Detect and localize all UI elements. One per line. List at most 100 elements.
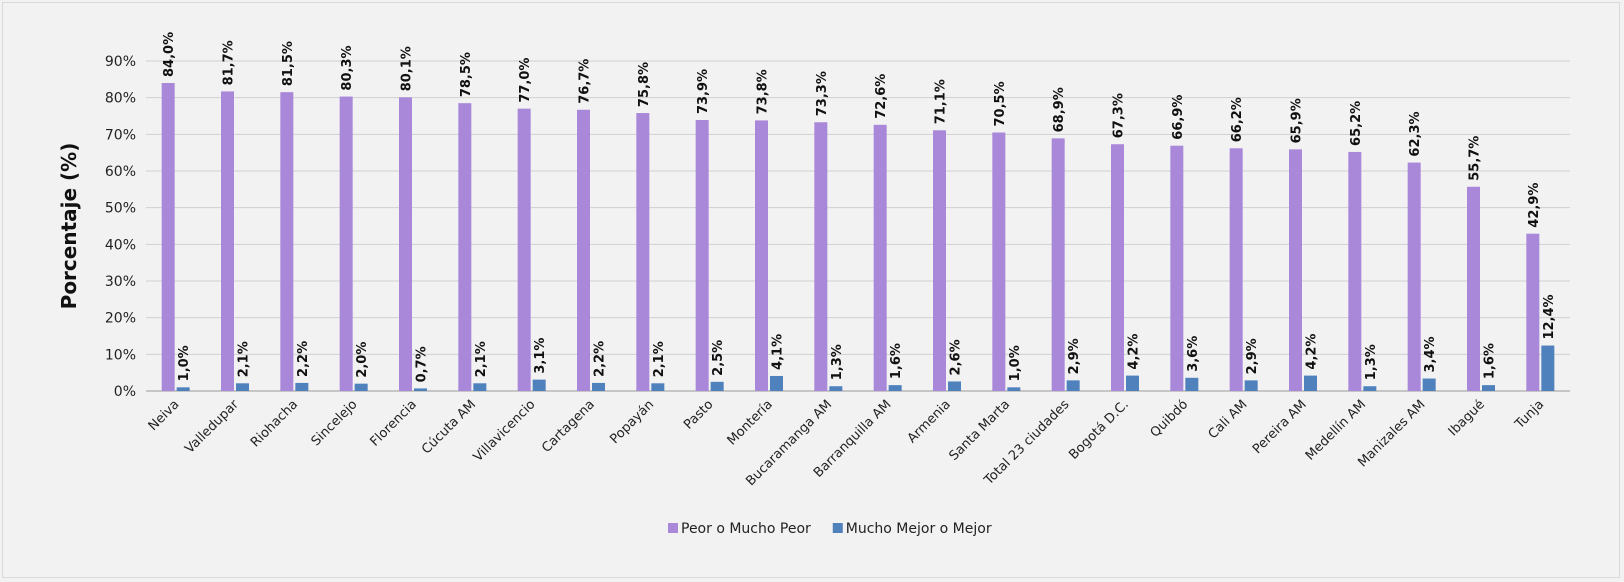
- data-label-series-0: 66,2%: [1230, 97, 1245, 142]
- bar-series-1: [1007, 387, 1021, 391]
- bar-series-1: [1244, 380, 1258, 391]
- data-label-series-0: 72,6%: [874, 74, 889, 119]
- data-label-series-1: 3,6%: [1186, 336, 1201, 372]
- bar-series-0: [933, 130, 946, 392]
- data-label-series-0: 78,5%: [459, 52, 474, 97]
- y-tick-label: 10%: [105, 347, 136, 363]
- data-label-series-1: 2,9%: [1245, 338, 1260, 374]
- bar-series-1: [1363, 386, 1377, 391]
- x-category-label: Armenia: [905, 397, 954, 446]
- data-label-series-1: 2,0%: [355, 342, 370, 378]
- x-category-label: Montería: [725, 397, 776, 448]
- data-label-series-1: 2,5%: [711, 340, 726, 376]
- data-label-series-0: 77,0%: [518, 58, 533, 103]
- y-tick-label: 70%: [105, 127, 136, 143]
- bar-series-0: [1229, 148, 1243, 391]
- data-label-series-1: 0,7%: [415, 346, 430, 382]
- bar-series-0: [458, 103, 472, 392]
- bar-series-1: [948, 381, 961, 391]
- legend-entry: Peor o Mucho Peor: [681, 521, 811, 537]
- x-category-label: Villavicencio: [471, 397, 539, 465]
- legend-entry: Mucho Mejor o Mejor: [846, 521, 992, 537]
- data-label-series-1: 2,2%: [593, 341, 608, 377]
- x-category-label: Riohacha: [248, 397, 301, 450]
- data-label-series-1: 1,3%: [1364, 344, 1379, 380]
- bar-series-1: [651, 383, 665, 391]
- y-tick-label: 40%: [105, 237, 136, 253]
- y-tick-label: 50%: [105, 201, 136, 217]
- bar-series-0: [755, 120, 768, 392]
- bar-series-1: [888, 385, 902, 391]
- bar-series-1: [236, 383, 249, 391]
- bar-series-0: [161, 83, 175, 391]
- bar-series-0: [1526, 233, 1540, 391]
- data-label-series-1: 3,1%: [533, 338, 548, 374]
- data-label-series-0: 65,9%: [1290, 98, 1305, 143]
- x-category-label: Neiva: [146, 397, 183, 434]
- data-label-series-0: 42,9%: [1527, 183, 1542, 228]
- data-label-series-1: 1,3%: [830, 344, 845, 380]
- bar-series-0: [517, 108, 531, 392]
- data-label-series-1: 3,4%: [1423, 336, 1438, 372]
- bar-series-1: [295, 382, 309, 391]
- data-label-series-0: 68,9%: [1052, 87, 1067, 132]
- data-label-series-0: 84,0%: [162, 32, 177, 77]
- data-label-series-1: 1,0%: [177, 345, 192, 381]
- bar-series-0: [814, 122, 828, 391]
- bar-series-0: [1289, 149, 1302, 391]
- y-axis-title: Porcentaje (%): [57, 143, 81, 310]
- data-label-series-1: 2,9%: [1067, 338, 1082, 374]
- bar-series-1: [1304, 375, 1317, 391]
- bar-series-0: [280, 92, 294, 392]
- bar-series-1: [829, 386, 843, 391]
- bar-series-1: [1066, 380, 1080, 391]
- data-label-series-0: 81,7%: [222, 40, 237, 85]
- bar-series-1: [414, 388, 427, 391]
- bar-series-1: [176, 387, 190, 391]
- data-label-series-0: 73,3%: [815, 71, 830, 116]
- x-category-label: Valledupar: [182, 397, 242, 457]
- bar-series-0: [636, 113, 650, 392]
- bar-series-0: [695, 120, 709, 392]
- x-category-label: Popayán: [607, 397, 657, 447]
- bar-series-0: [873, 124, 887, 392]
- bar-series-1: [710, 381, 724, 391]
- x-category-label: Medellín AM: [1303, 397, 1369, 463]
- bar-series-1: [592, 382, 605, 391]
- bar-series-1: [1185, 377, 1199, 391]
- data-label-series-1: 2,1%: [474, 341, 489, 377]
- x-category-label: Quibdó: [1148, 397, 1192, 441]
- data-label-series-0: 80,1%: [400, 46, 415, 91]
- x-category-label: Pereira AM: [1250, 397, 1310, 457]
- x-category-label: Pasto: [681, 397, 716, 432]
- bar-series-0: [1348, 151, 1362, 391]
- bar-series-0: [339, 96, 353, 392]
- x-category-label: Sincelejo: [309, 397, 361, 449]
- data-label-series-1: 1,0%: [1008, 345, 1023, 381]
- x-category-label: Cali AM: [1206, 397, 1251, 442]
- bar-series-1: [1126, 375, 1139, 391]
- data-label-series-0: 67,3%: [1112, 93, 1127, 138]
- y-tick-label: 60%: [105, 164, 136, 180]
- y-tick-label: 0%: [114, 384, 136, 400]
- data-label-series-0: 70,5%: [993, 81, 1008, 126]
- bar-series-1: [1541, 345, 1555, 391]
- bar-series-1: [1482, 385, 1495, 391]
- bar-series-0: [221, 91, 234, 391]
- y-tick-label: 20%: [105, 311, 136, 327]
- legend-swatch: [668, 523, 678, 533]
- x-category-label: Cartagena: [539, 397, 598, 456]
- data-label-series-0: 71,1%: [934, 79, 949, 124]
- y-tick-label: 90%: [105, 54, 136, 70]
- data-label-series-0: 76,7%: [578, 59, 593, 104]
- x-category-label: Santa Marta: [947, 397, 1014, 464]
- bar-series-1: [473, 383, 487, 391]
- data-label-series-0: 73,9%: [696, 69, 711, 114]
- bar-series-0: [1467, 186, 1480, 391]
- data-label-series-1: 2,2%: [296, 341, 311, 377]
- bar-series-0: [1170, 145, 1184, 391]
- data-label-series-1: 4,2%: [1305, 334, 1320, 370]
- data-label-series-0: 75,8%: [637, 62, 652, 107]
- data-label-series-1: 2,6%: [949, 339, 964, 375]
- x-category-label: Florencia: [367, 397, 419, 449]
